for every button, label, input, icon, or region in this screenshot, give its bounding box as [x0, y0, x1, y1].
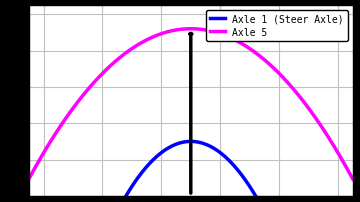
Legend: Axle 1 (Steer Axle), Axle 5: Axle 1 (Steer Axle), Axle 5 — [206, 11, 348, 41]
